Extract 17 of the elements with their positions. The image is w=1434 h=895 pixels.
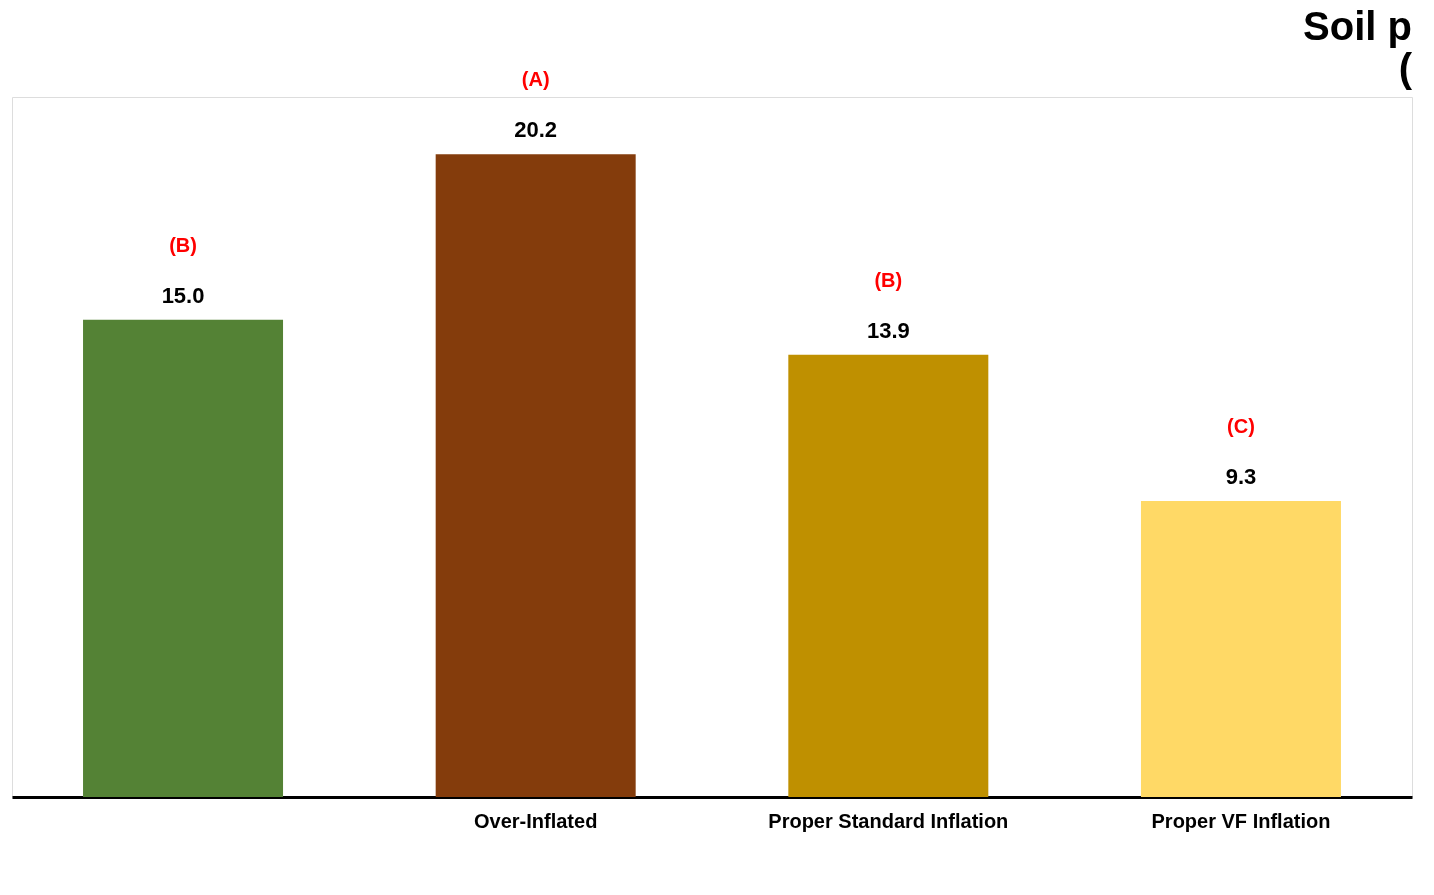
text: ( — [1398, 46, 1412, 91]
annotation: (B) — [169, 233, 197, 256]
text: (A) — [521, 68, 550, 91]
annotation: (B) — [874, 268, 903, 291]
bar — [83, 319, 284, 797]
bar — [788, 354, 989, 797]
text: Soil p — [1303, 4, 1412, 49]
annotation: (C) — [1227, 415, 1255, 438]
data-label: 15.0 — [161, 282, 205, 308]
data-label: 13.9 — [866, 317, 910, 343]
x-tick-label: Proper VF Inflation — [1151, 809, 1331, 832]
x-tick-label: Proper Standard Inflation — [768, 809, 1009, 832]
bar — [435, 154, 636, 797]
data-label: 9.3 — [1225, 464, 1257, 490]
bar — [1140, 501, 1341, 797]
x-tick-label: Over-Inflated — [474, 809, 598, 832]
data-label: 20.2 — [514, 117, 558, 143]
